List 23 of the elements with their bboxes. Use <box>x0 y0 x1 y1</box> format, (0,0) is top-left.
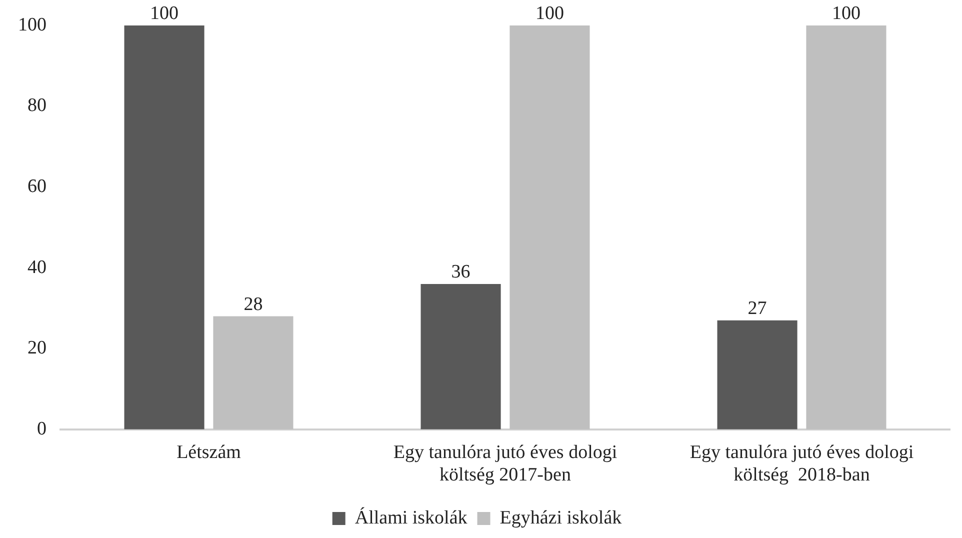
data-label: 27 <box>748 298 767 319</box>
data-label: 36 <box>451 261 470 282</box>
y-tick-label: 80 <box>28 95 46 116</box>
bar <box>510 25 590 430</box>
bar <box>213 316 294 430</box>
bar <box>717 320 798 430</box>
bar <box>124 25 204 430</box>
x-tick-label: Egy tanulóra jutó éves dologi költség 2017-ben <box>393 442 618 486</box>
x-tick-label: Létszám <box>176 442 242 463</box>
data-label: 100 <box>832 2 860 24</box>
bar <box>806 25 886 430</box>
data-label: 100 <box>535 2 564 24</box>
y-tick-label: 20 <box>28 338 46 359</box>
data-label: 28 <box>244 294 263 315</box>
data-label: 100 <box>150 2 179 24</box>
y-tick-label: 40 <box>28 256 46 278</box>
bar <box>420 284 501 430</box>
y-tick-label: 100 <box>18 14 46 36</box>
y-tick-label: 0 <box>37 418 46 440</box>
x-tick-label: Egy tanulóra jutó éves dologi költség 2018-ban <box>690 442 914 486</box>
y-tick-label: 60 <box>28 176 46 197</box>
legend-label: Állami iskolák <box>354 506 468 528</box>
legend-label: Egyházi iskolák <box>500 507 622 528</box>
